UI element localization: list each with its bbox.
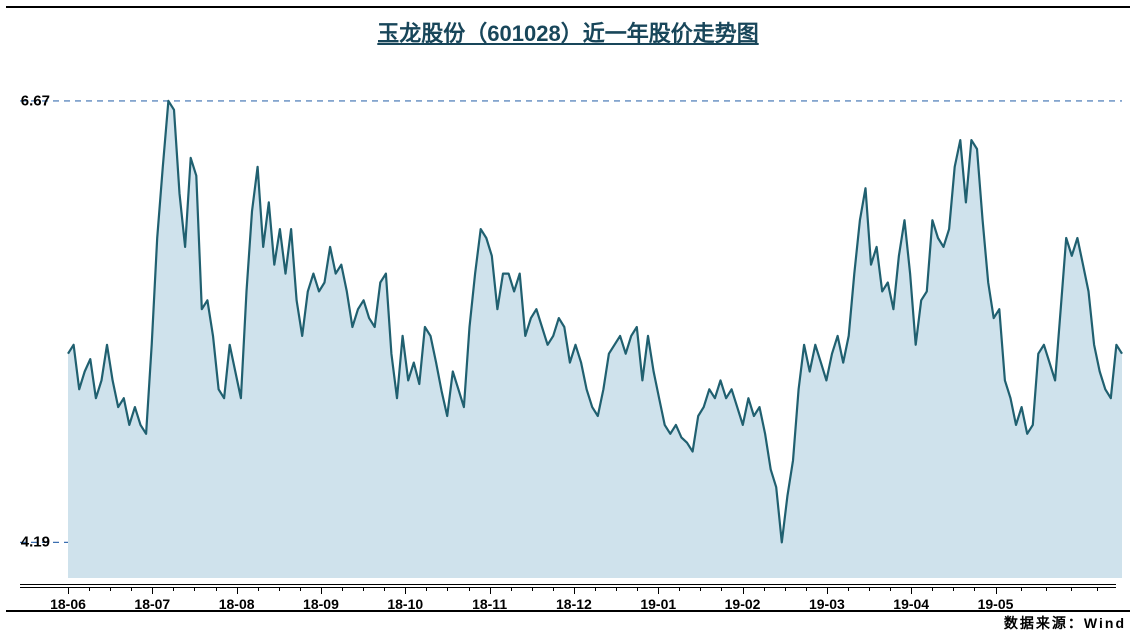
x-tick-minor [679, 588, 680, 591]
x-tick-minor [1021, 588, 1022, 591]
x-tick-minor [890, 588, 891, 591]
x-axis-label: 18-11 [472, 596, 507, 612]
x-tick-major [743, 588, 744, 594]
x-axis-label: 18-09 [303, 596, 339, 612]
x-tick-major [911, 588, 912, 594]
x-tick-major [827, 588, 828, 594]
x-tick-minor [974, 588, 975, 591]
x-tick-minor [764, 588, 765, 591]
x-tick-major [658, 588, 659, 594]
x-tick-minor [173, 588, 174, 591]
x-tick-minor [1071, 588, 1072, 591]
x-tick-minor [426, 588, 427, 591]
chart-title: 玉龙股份（601028）近一年股价走势图 [6, 8, 1130, 52]
x-tick-minor [300, 588, 301, 591]
x-axis-label: 18-12 [556, 596, 592, 612]
x-tick-minor [384, 588, 385, 591]
x-tick-minor [806, 588, 807, 591]
plot-area [68, 60, 1122, 578]
x-tick-minor [616, 588, 617, 591]
x-tick-minor [279, 588, 280, 591]
x-tick-minor [511, 588, 512, 591]
source-label: 数据来源：Wind [1004, 613, 1126, 633]
x-tick-minor [469, 588, 470, 591]
x-tick-minor [447, 588, 448, 591]
area-line-svg [68, 60, 1122, 578]
x-tick-minor [342, 588, 343, 591]
x-tick-minor [848, 588, 849, 591]
x-axis-label: 18-10 [387, 596, 423, 612]
x-tick-minor [89, 588, 90, 591]
x-tick-minor [553, 588, 554, 591]
x-tick-major [405, 588, 406, 594]
x-tick-minor [363, 588, 364, 591]
x-tick-minor [953, 588, 954, 591]
x-tick-minor [110, 588, 111, 591]
x-tick-major [490, 588, 491, 594]
x-tick-minor [194, 588, 195, 591]
x-tick-major [237, 588, 238, 594]
x-axis-label: 19-01 [640, 596, 676, 612]
x-tick-major [996, 588, 997, 594]
x-axis-label: 19-04 [893, 596, 929, 612]
x-tick-major [321, 588, 322, 594]
x-tick-major [152, 588, 153, 594]
x-tick-minor [532, 588, 533, 591]
chart-frame: 玉龙股份（601028）近一年股价走势图 6.67 4.19 18-0618-0… [6, 6, 1130, 612]
x-tick-minor [700, 588, 701, 591]
x-tick-minor [258, 588, 259, 591]
x-tick-minor [932, 588, 933, 591]
x-tick-minor [595, 588, 596, 591]
x-axis-label: 19-02 [725, 596, 761, 612]
x-axis-ticks: 18-0618-0718-0818-0918-1018-1118-1219-01… [68, 588, 1122, 618]
x-axis-label: 19-05 [978, 596, 1014, 612]
x-tick-minor [216, 588, 217, 591]
x-tick-minor [785, 588, 786, 591]
x-tick-minor [721, 588, 722, 591]
x-tick-minor [637, 588, 638, 591]
x-tick-major [574, 588, 575, 594]
x-tick-minor [131, 588, 132, 591]
x-axis-label: 18-06 [50, 596, 86, 612]
x-axis-label: 18-08 [219, 596, 255, 612]
x-tick-minor [1097, 588, 1098, 591]
y-min-label: 4.19 [0, 534, 50, 551]
x-axis-label: 18-07 [134, 596, 170, 612]
x-tick-major [68, 588, 69, 594]
y-max-label: 6.67 [0, 92, 50, 109]
x-tick-minor [869, 588, 870, 591]
x-axis-label: 19-03 [809, 596, 845, 612]
x-tick-minor [1046, 588, 1047, 591]
